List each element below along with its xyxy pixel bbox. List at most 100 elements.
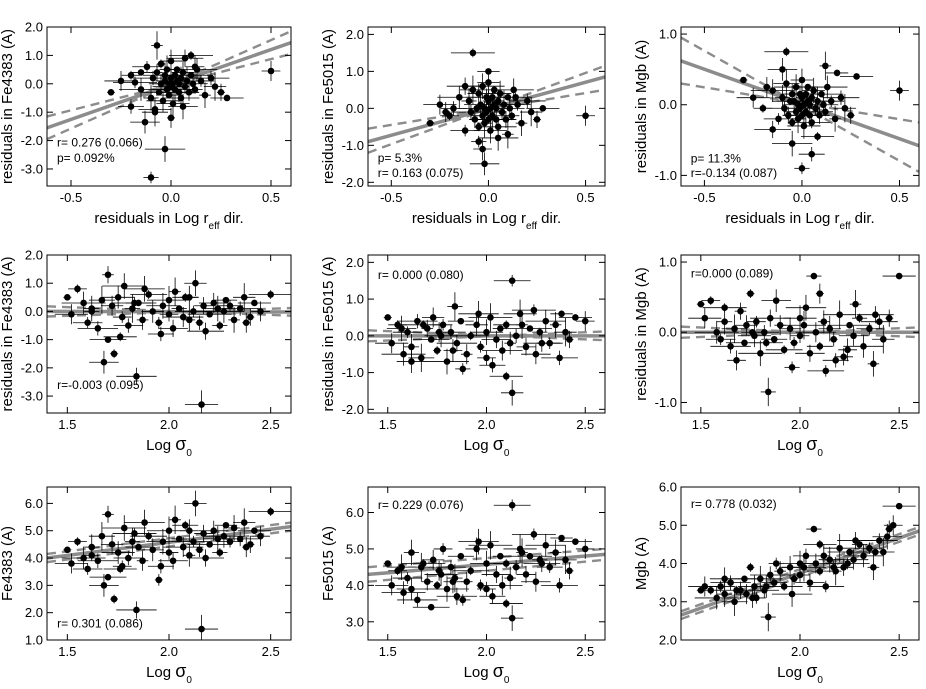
data-point bbox=[707, 586, 715, 594]
data-point bbox=[449, 578, 457, 586]
data-point bbox=[810, 87, 817, 94]
panel-p22: 1.5 2.0 2.5 2.0 1.0 0.0 -1.0 -2.0 r= 0.000 (0.08… bbox=[320, 254, 606, 459]
data-point bbox=[80, 299, 87, 307]
data-point bbox=[179, 543, 187, 551]
data-point bbox=[743, 321, 750, 329]
data-point bbox=[135, 543, 142, 551]
data-point bbox=[169, 325, 177, 332]
data-point bbox=[840, 353, 847, 361]
data-point bbox=[187, 52, 195, 59]
data-point bbox=[179, 313, 187, 321]
data-point bbox=[457, 552, 465, 560]
data-point bbox=[429, 556, 437, 564]
data-point bbox=[408, 585, 415, 593]
data-point bbox=[743, 590, 750, 598]
data-point bbox=[475, 310, 482, 318]
data-point bbox=[523, 97, 531, 105]
y-tick-label: -3.0 bbox=[21, 389, 43, 404]
data-point bbox=[197, 77, 205, 85]
data-point bbox=[461, 127, 469, 134]
data-point bbox=[847, 112, 855, 119]
data-point bbox=[183, 77, 191, 85]
data-point bbox=[572, 314, 579, 321]
data-point bbox=[546, 563, 553, 571]
plot-area bbox=[47, 266, 291, 413]
y-tick-label: 5.0 bbox=[659, 518, 677, 533]
data-point bbox=[820, 101, 827, 109]
data-point bbox=[518, 119, 525, 127]
data-point bbox=[155, 319, 163, 327]
data-point bbox=[701, 583, 709, 590]
y-tick-label: -1.0 bbox=[342, 138, 364, 153]
data-point bbox=[88, 552, 96, 559]
panel-p23: 1.5 2.0 2.5 1.0 0.0 -1.0 r=0.000 (0.089) Log σ0… bbox=[633, 254, 920, 459]
data-point bbox=[153, 69, 161, 76]
y-tick-label: -1.0 bbox=[655, 395, 677, 410]
data-point bbox=[757, 575, 764, 583]
y-tick-label: 5.0 bbox=[346, 541, 364, 556]
data-point bbox=[151, 106, 159, 113]
data-point bbox=[459, 365, 467, 373]
data-point bbox=[487, 541, 494, 549]
data-point bbox=[88, 543, 96, 551]
data-point bbox=[781, 104, 788, 112]
data-point bbox=[532, 578, 540, 586]
x-tick-label: 1.5 bbox=[58, 417, 76, 432]
data-point bbox=[398, 325, 405, 332]
data-point bbox=[384, 560, 392, 567]
data-point bbox=[753, 318, 760, 326]
data-point bbox=[80, 554, 87, 562]
data-point bbox=[866, 325, 873, 333]
data-point bbox=[423, 578, 431, 586]
data-point bbox=[733, 586, 740, 594]
y-tick-label: 6.0 bbox=[346, 505, 364, 520]
data-point bbox=[226, 302, 234, 310]
data-point bbox=[242, 543, 250, 551]
data-point bbox=[508, 614, 516, 622]
stat-annotation: r= 0.000 (0.080) bbox=[378, 268, 464, 282]
data-point bbox=[251, 527, 258, 535]
data-point bbox=[552, 549, 559, 556]
data-point bbox=[125, 554, 132, 562]
data-point bbox=[721, 575, 728, 583]
data-point bbox=[796, 314, 804, 322]
x-tick-label: 2.0 bbox=[477, 417, 495, 432]
data-point bbox=[388, 339, 396, 347]
data-point bbox=[167, 114, 175, 122]
data-point bbox=[493, 336, 500, 343]
data-point bbox=[442, 108, 450, 116]
data-point bbox=[508, 389, 516, 397]
data-point bbox=[776, 321, 784, 329]
data-point bbox=[157, 562, 165, 570]
data-point bbox=[141, 118, 149, 126]
y-tick-label: 0.0 bbox=[346, 101, 364, 116]
data-point bbox=[267, 291, 274, 298]
data-point bbox=[165, 527, 173, 535]
data-point bbox=[883, 533, 891, 541]
data-point bbox=[198, 401, 205, 408]
data-point bbox=[533, 116, 541, 123]
data-point bbox=[240, 294, 248, 301]
data-point bbox=[161, 145, 169, 153]
data-point bbox=[572, 538, 579, 545]
data-point bbox=[418, 354, 425, 362]
x-axis-label: Log σ0 bbox=[777, 661, 823, 686]
x-tick-label: 2.0 bbox=[160, 644, 178, 659]
data-point bbox=[179, 69, 187, 76]
axes-frame bbox=[46, 26, 292, 187]
data-point bbox=[475, 123, 483, 131]
data-point bbox=[118, 313, 126, 321]
data-point bbox=[84, 565, 91, 573]
plot-area bbox=[681, 502, 919, 632]
data-point bbox=[786, 325, 794, 333]
data-point bbox=[463, 350, 471, 358]
data-point bbox=[808, 119, 816, 126]
data-point bbox=[506, 105, 514, 112]
data-point bbox=[895, 502, 903, 510]
data-point bbox=[479, 145, 486, 153]
data-point bbox=[749, 594, 756, 602]
data-point bbox=[497, 552, 504, 560]
data-point bbox=[860, 342, 867, 350]
data-point bbox=[483, 354, 490, 362]
y-tick-label: -2.0 bbox=[21, 133, 43, 148]
